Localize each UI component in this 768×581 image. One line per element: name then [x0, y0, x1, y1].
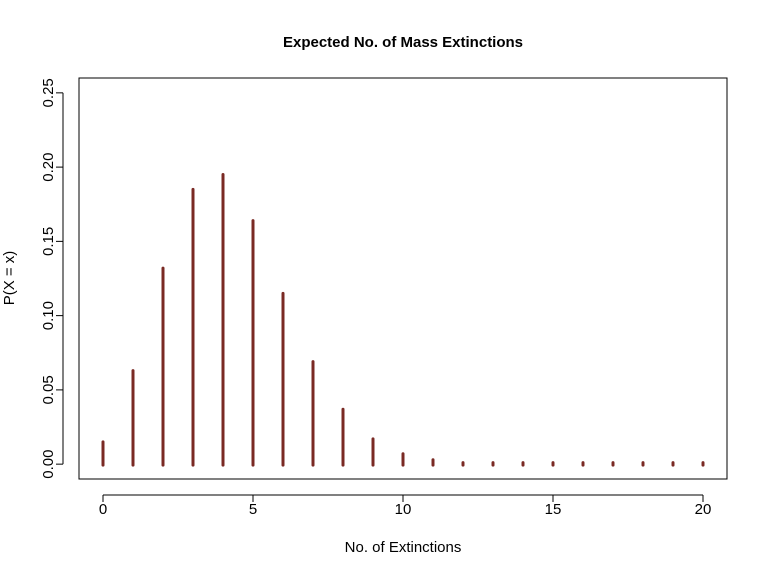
x-tick-label-5: 5: [249, 501, 257, 518]
y-tick-label-2: 0.10: [40, 301, 57, 330]
y-tick-label-5: 0.25: [40, 78, 57, 107]
x-tick-label-10: 10: [395, 501, 412, 518]
x-tick-label-20: 20: [695, 501, 712, 518]
bars-group: [101, 173, 705, 467]
x-axis: 0 5 10 15 20: [99, 494, 712, 518]
y-tick-label-1: 0.05: [40, 375, 57, 404]
y-axis-label: P(X = x): [1, 251, 18, 306]
x-tick-label-0: 0: [99, 501, 107, 518]
y-tick-label-4: 0.20: [40, 153, 57, 182]
y-axis: 0.00 0.05 0.10 0.15 0.20 0.25: [40, 78, 64, 479]
y-tick-label-3: 0.15: [40, 227, 57, 256]
chart-title: Expected No. of Mass Extinctions: [283, 34, 523, 51]
x-tick-label-15: 15: [545, 501, 562, 518]
y-tick-label-0: 0.00: [40, 450, 57, 479]
x-axis-label: No. of Extinctions: [345, 539, 462, 556]
plot-frame: [78, 77, 728, 480]
